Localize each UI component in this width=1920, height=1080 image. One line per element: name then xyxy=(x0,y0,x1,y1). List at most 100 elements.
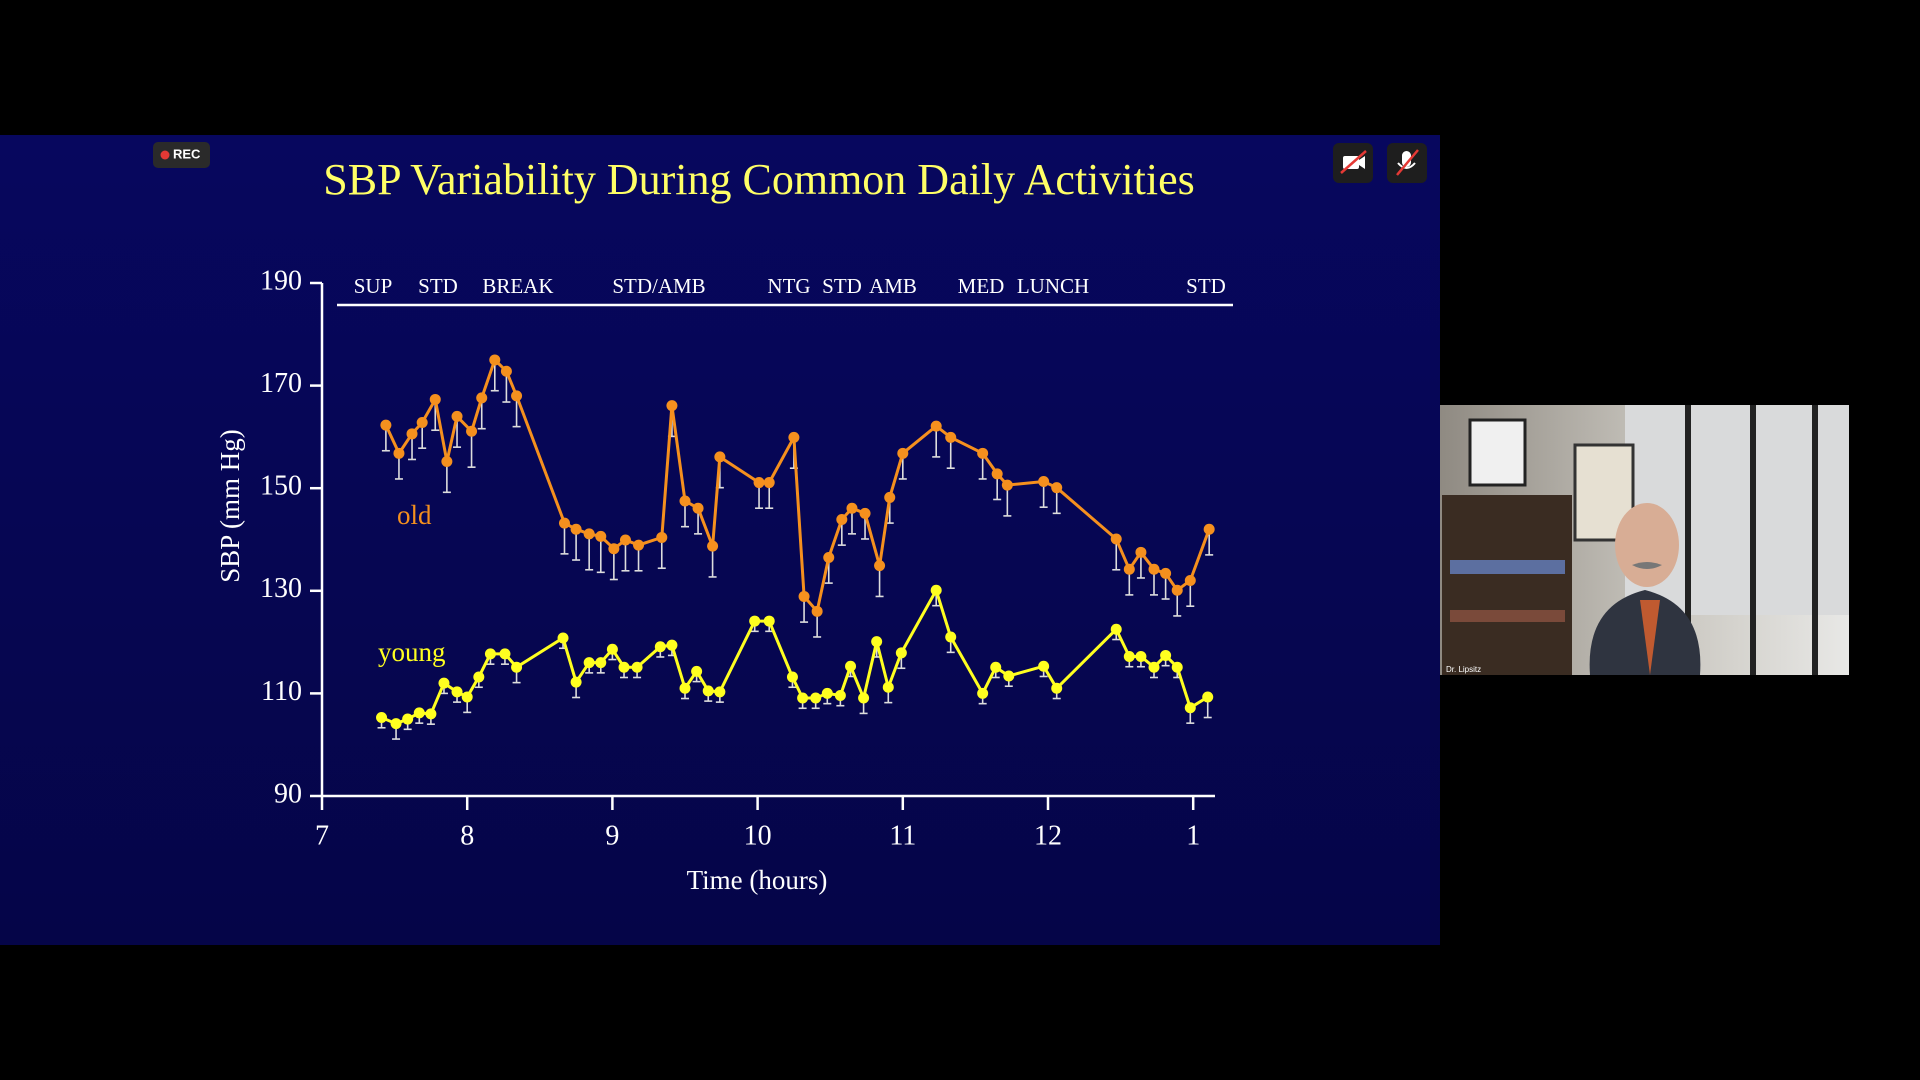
data-point xyxy=(666,400,678,412)
data-point xyxy=(511,390,523,402)
activity-label: LUNCH xyxy=(1017,274,1089,298)
data-point xyxy=(451,686,463,698)
data-point xyxy=(1123,563,1135,575)
data-point xyxy=(821,687,833,699)
data-point xyxy=(619,534,631,546)
video-off-button[interactable] xyxy=(1333,143,1373,183)
data-point xyxy=(858,692,870,704)
rec-label: REC xyxy=(173,146,201,161)
data-point xyxy=(1135,546,1147,558)
x-tick-label: 10 xyxy=(744,820,772,851)
slash xyxy=(1396,149,1419,176)
y-tick-label: 170 xyxy=(260,368,302,399)
data-point xyxy=(583,528,595,540)
data-point xyxy=(692,502,704,514)
slide xyxy=(0,135,1440,945)
data-point xyxy=(466,425,478,437)
data-point xyxy=(810,692,822,704)
data-point xyxy=(618,661,630,673)
mute-button[interactable] xyxy=(1387,143,1427,183)
activity-label: MED xyxy=(958,274,1005,298)
frame xyxy=(1468,418,1527,487)
y-tick-label: 90 xyxy=(274,778,302,809)
data-point xyxy=(380,419,392,431)
data-point xyxy=(691,665,703,677)
data-point xyxy=(1148,661,1160,673)
data-point xyxy=(1038,476,1050,488)
data-point xyxy=(1110,533,1122,545)
activity-label: NTG xyxy=(767,274,810,298)
x-tick-label: 12 xyxy=(1034,820,1062,851)
data-point xyxy=(393,447,405,459)
data-point xyxy=(871,636,883,648)
data-point xyxy=(1171,584,1183,596)
data-point xyxy=(441,456,453,468)
data-point xyxy=(1038,660,1050,672)
data-point xyxy=(390,718,402,730)
data-point xyxy=(895,647,907,659)
data-point xyxy=(656,531,668,543)
data-point xyxy=(749,615,761,627)
data-point xyxy=(1160,567,1172,579)
data-point xyxy=(1203,523,1215,535)
y-tick-label: 110 xyxy=(261,676,302,707)
participant-name: Dr. Lipsitz xyxy=(1446,665,1481,674)
data-point xyxy=(631,661,643,673)
data-point xyxy=(945,631,957,643)
series-label: young xyxy=(378,637,446,667)
data-point xyxy=(413,707,425,719)
window-frame xyxy=(1685,405,1691,675)
series-line xyxy=(380,586,1209,726)
data-point xyxy=(1184,702,1196,714)
data-point xyxy=(489,354,501,366)
data-point xyxy=(882,681,894,693)
data-point xyxy=(763,615,775,627)
person-head xyxy=(1615,503,1679,587)
data-point xyxy=(499,648,511,660)
data-point xyxy=(500,365,512,377)
data-point xyxy=(930,420,942,432)
data-point xyxy=(654,641,666,653)
data-point xyxy=(570,676,582,688)
data-point xyxy=(990,661,1002,673)
series-label: old xyxy=(397,500,432,530)
data-point xyxy=(977,447,989,459)
data-point xyxy=(666,639,678,651)
data-point xyxy=(608,543,620,555)
data-point xyxy=(1184,575,1196,587)
data-point xyxy=(786,671,798,683)
data-point xyxy=(1001,479,1013,491)
x-tick-label: 7 xyxy=(315,820,329,851)
tie xyxy=(1640,600,1660,675)
books xyxy=(1450,610,1565,622)
data-point xyxy=(714,686,726,698)
window-frame xyxy=(1812,405,1818,675)
slash xyxy=(1340,150,1367,174)
x-tick-label: 11 xyxy=(889,820,916,851)
data-point xyxy=(595,657,607,669)
data-point xyxy=(977,687,989,699)
data-point xyxy=(714,451,726,463)
y-tick-label: 130 xyxy=(260,573,302,604)
data-point xyxy=(484,648,496,660)
data-point xyxy=(836,513,848,525)
data-point xyxy=(376,712,388,724)
data-point xyxy=(606,643,618,655)
rec-bg xyxy=(153,142,210,168)
data-point xyxy=(511,661,523,673)
data-point xyxy=(476,392,488,404)
activity-label: BREAK xyxy=(482,274,553,298)
data-point xyxy=(438,677,450,689)
chart-title: SBP Variability During Common Daily Acti… xyxy=(323,155,1194,204)
x-axis-title: Time (hours) xyxy=(687,865,828,895)
data-point xyxy=(897,447,909,459)
data-point xyxy=(811,605,823,617)
data-point xyxy=(845,660,857,672)
chart: SBP Variability During Common Daily Acti… xyxy=(215,155,1233,895)
data-point xyxy=(763,477,775,489)
mustache xyxy=(1632,562,1662,569)
data-point xyxy=(930,584,942,596)
rec-dot xyxy=(160,150,170,160)
webcam-tile: Dr. Lipsitz xyxy=(1440,405,1849,675)
data-point xyxy=(874,560,886,572)
